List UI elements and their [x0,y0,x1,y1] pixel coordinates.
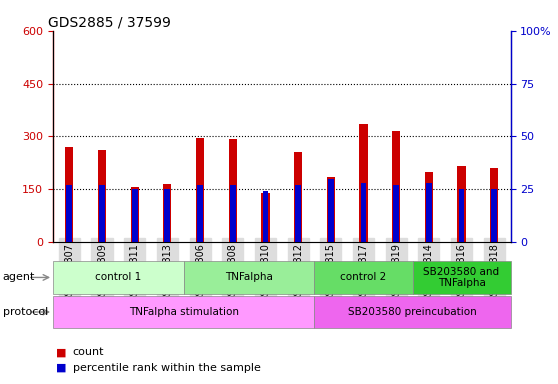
Bar [294,152,302,242]
Bar [360,183,367,242]
Bar [53,296,315,328]
Bar [132,189,138,242]
Bar [315,296,511,328]
Bar [65,147,74,242]
Bar [327,177,335,242]
Bar [197,185,203,242]
Bar [491,189,497,242]
Text: control 2: control 2 [340,272,387,283]
Bar [196,138,204,242]
Text: agent: agent [3,272,35,282]
Text: ■: ■ [56,362,66,372]
Bar [459,189,464,242]
Bar [261,194,270,242]
Bar [392,131,400,242]
Bar [315,261,412,294]
Bar [262,191,268,242]
Bar [426,183,432,242]
Bar [184,261,315,294]
Text: count: count [73,347,104,357]
Bar [165,189,170,242]
Bar [458,166,465,242]
Text: TNFalpha: TNFalpha [225,272,273,283]
Text: control 1: control 1 [95,272,142,283]
Bar [53,261,184,294]
Text: percentile rank within the sample: percentile rank within the sample [73,362,261,372]
Bar [98,150,106,242]
Text: protocol: protocol [3,307,48,317]
Bar [229,139,237,242]
Bar [99,185,105,242]
Text: TNFalpha stimulation: TNFalpha stimulation [129,307,239,317]
Text: ■: ■ [56,347,66,357]
Bar [66,185,73,242]
Bar [490,168,498,242]
Bar [163,184,171,242]
Bar [131,187,139,242]
Bar [393,185,399,242]
Bar [328,179,334,242]
Bar [359,124,368,242]
Bar [412,261,511,294]
Bar [295,185,301,242]
Text: GDS2885 / 37599: GDS2885 / 37599 [49,16,171,30]
Bar [425,172,433,242]
Text: SB203580 and
TNFalpha: SB203580 and TNFalpha [424,266,499,288]
Text: SB203580 preincubation: SB203580 preincubation [348,307,477,317]
Bar [230,185,235,242]
